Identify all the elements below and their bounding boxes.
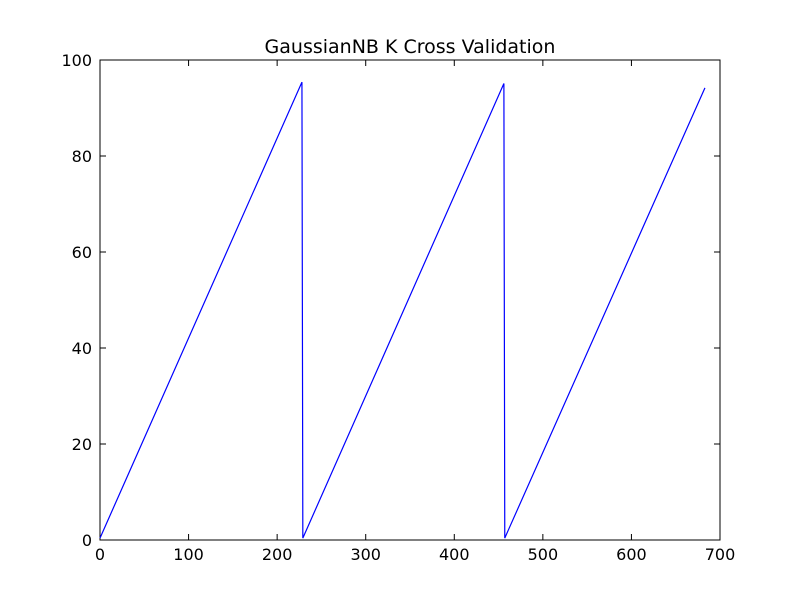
y-tick-label: 0	[82, 531, 92, 550]
y-tick-label: 20	[72, 435, 92, 454]
y-axis: 0 20 40 60 80 100	[61, 51, 720, 550]
y-tick-label: 60	[72, 243, 92, 262]
x-tick-label: 400	[439, 545, 470, 564]
x-tick-label: 0	[95, 545, 105, 564]
series-line	[99, 81, 706, 539]
x-tick-label: 200	[262, 545, 293, 564]
x-axis: 0 100 200 300 400 500 600 700	[95, 60, 735, 564]
chart-title: GaussianNB K Cross Validation	[265, 36, 556, 58]
series-group	[99, 81, 706, 539]
plot-area	[99, 59, 721, 541]
x-tick-label: 600	[616, 545, 647, 564]
x-tick-label: 100	[173, 545, 204, 564]
x-tick-label: 700	[705, 545, 736, 564]
x-tick-label: 300	[350, 545, 381, 564]
y-tick-label: 100	[61, 51, 92, 70]
y-tick-label: 80	[72, 147, 92, 166]
x-tick-label: 500	[528, 545, 559, 564]
y-tick-label: 40	[72, 339, 92, 358]
